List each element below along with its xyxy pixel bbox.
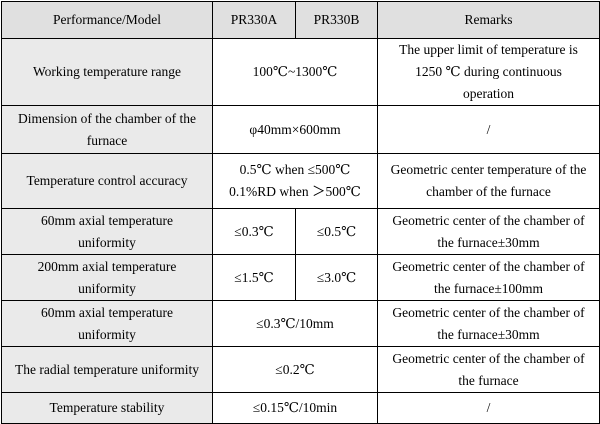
- cell-line: chamber of the furnace: [426, 184, 551, 199]
- value-cell: ≤0.2℃: [212, 346, 378, 393]
- cell-line: 100℃~1300℃: [252, 64, 338, 79]
- cell-line: /: [486, 400, 491, 415]
- cell-line: 60mm axial temperature: [41, 212, 173, 228]
- value-cell: 100℃~1300℃: [212, 38, 378, 106]
- header-parameter: Performance/Model: [1, 1, 213, 39]
- cell-line: 60mm axial temperature: [41, 304, 173, 320]
- remarks-cell: Geometric center of the chamber of the f…: [377, 254, 600, 301]
- header-remarks: Remarks: [377, 1, 600, 39]
- table-row: Working temperature range 100℃~1300℃ The…: [1, 38, 600, 106]
- table-row: Temperature stability ≤0.15℃/10min /: [1, 392, 600, 424]
- cell-line: ≤0.3℃: [234, 223, 274, 239]
- cell-line: Geometric center of the chamber of: [392, 350, 585, 366]
- cell-line: the furnace: [458, 372, 519, 388]
- value-b-cell: ≤0.5℃: [295, 208, 378, 255]
- parameter-cell: Working temperature range: [1, 38, 213, 106]
- cell-line: 200mm axial temperature: [37, 258, 177, 274]
- remarks-cell: Geometric center of the chamber of the f…: [377, 346, 600, 393]
- parameter-cell: Dimension of the chamber of the furnace: [1, 105, 213, 154]
- cell-line: ≤0.3℃/10mm: [256, 315, 334, 331]
- cell-line: furnace: [86, 132, 128, 148]
- parameter-cell: Temperature stability: [1, 392, 213, 424]
- cell-line: 0.1%RD when ＞500℃: [229, 184, 361, 199]
- value-cell: ≤0.3℃/10mm: [212, 300, 378, 347]
- remarks-cell: /: [377, 392, 600, 424]
- cell-line: φ40mm×600mm: [249, 121, 341, 137]
- cell-line: /: [486, 121, 491, 137]
- cell-line: Geometric center of the chamber of: [392, 304, 585, 320]
- cell-line: uniformity: [78, 280, 136, 296]
- table-row: Dimension of the chamber of the furnace …: [1, 105, 600, 154]
- cell-line: ≤0.5℃: [316, 223, 357, 239]
- remarks-cell: Geometric center temperature of the cham…: [377, 153, 600, 209]
- cell-line: ≤0.2℃: [275, 361, 315, 377]
- parameter-cell: 60mm axial temperature uniformity: [1, 300, 213, 347]
- remarks-cell: Geometric center of the chamber of the f…: [377, 300, 600, 347]
- value-cell: 0.5℃ when ≤500℃ 0.1%RD when ＞500℃: [212, 153, 378, 209]
- remarks-cell: /: [377, 105, 600, 154]
- table-row: 200mm axial temperature uniformity ≤1.5℃…: [1, 254, 600, 301]
- cell-line: Temperature control accuracy: [26, 173, 188, 188]
- cell-line: 0.5℃ when ≤500℃: [239, 162, 351, 177]
- table-row: 60mm axial temperature uniformity ≤0.3℃/…: [1, 300, 600, 347]
- remarks-cell: Geometric center of the chamber of the f…: [377, 208, 600, 255]
- cell-line: operation: [463, 86, 514, 101]
- parameter-cell: 60mm axial temperature uniformity: [1, 208, 213, 255]
- cell-line: Geometric center temperature of the: [390, 162, 587, 177]
- parameter-cell: The radial temperature uniformity: [1, 346, 213, 393]
- table-row: Temperature control accuracy 0.5℃ when ≤…: [1, 153, 600, 209]
- cell-line: Working temperature range: [32, 64, 182, 79]
- remarks-cell: The upper limit of temperature is 1250 ℃…: [377, 38, 600, 106]
- cell-line: Dimension of the chamber of the: [17, 110, 197, 126]
- cell-line: the furnace±30mm: [437, 326, 540, 342]
- cell-line: Geometric center of the chamber of: [392, 258, 585, 274]
- cell-line: The upper limit of temperature is: [399, 42, 578, 57]
- cell-line: the furnace±100mm: [434, 280, 543, 296]
- cell-line: 1250 ℃ during continuous: [415, 64, 562, 79]
- cell-line: ≤0.15℃/10min: [252, 400, 338, 415]
- cell-line: Temperature stability: [49, 400, 165, 415]
- cell-line: ≤3.0℃: [316, 269, 357, 285]
- value-cell: φ40mm×600mm: [212, 105, 378, 154]
- parameter-cell: 200mm axial temperature uniformity: [1, 254, 213, 301]
- value-b-cell: ≤3.0℃: [295, 254, 378, 301]
- cell-line: uniformity: [78, 234, 136, 250]
- value-a-cell: ≤0.3℃: [212, 208, 296, 255]
- cell-line: ≤1.5℃: [234, 269, 274, 285]
- header-model-b: PR330B: [295, 1, 378, 39]
- cell-line: the furnace±30mm: [437, 234, 540, 250]
- cell-line: Geometric center of the chamber of: [392, 212, 585, 228]
- header-row: Performance/Model PR330A PR330B Remarks: [1, 1, 600, 39]
- cell-line: The radial temperature uniformity: [14, 361, 200, 377]
- table-row: 60mm axial temperature uniformity ≤0.3℃ …: [1, 208, 600, 255]
- value-a-cell: ≤1.5℃: [212, 254, 296, 301]
- cell-line: uniformity: [78, 326, 136, 342]
- table-row: The radial temperature uniformity ≤0.2℃ …: [1, 346, 600, 393]
- header-model-a: PR330A: [212, 1, 296, 39]
- parameter-cell: Temperature control accuracy: [1, 153, 213, 209]
- value-cell: ≤0.15℃/10min: [212, 392, 378, 424]
